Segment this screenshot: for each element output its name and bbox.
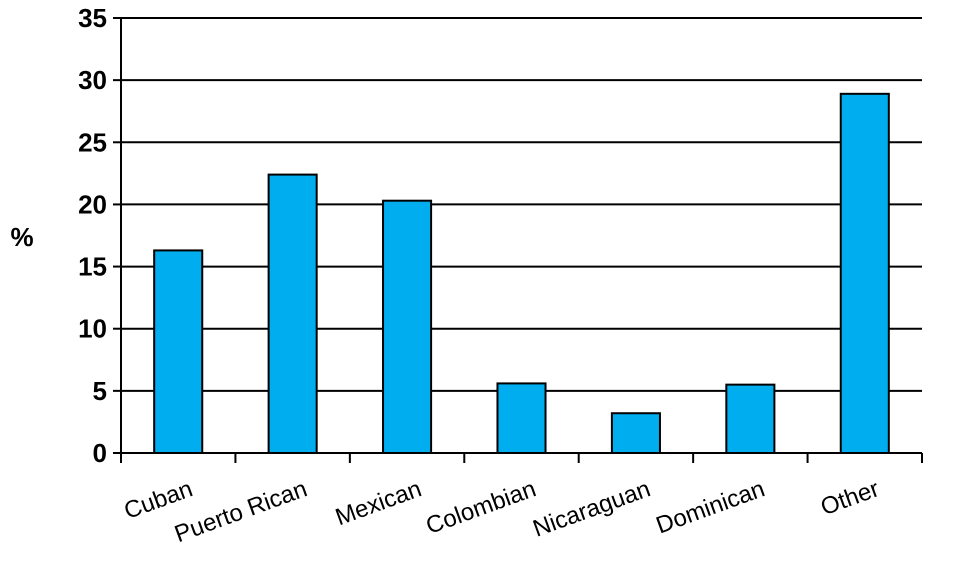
x-tick-label: Other — [817, 475, 883, 521]
y-tick-label: 0 — [93, 438, 107, 468]
bar-colombian — [496, 382, 547, 454]
x-tick-label: Dominican — [653, 475, 769, 539]
bar-puerto-rican — [267, 173, 318, 454]
y-tick-label: 15 — [78, 252, 107, 282]
y-tick-label: 5 — [93, 376, 107, 406]
y-tick-labels: 0 5 10 15 20 25 30 35 — [78, 3, 107, 468]
y-tick-label: 30 — [78, 65, 107, 95]
y-tick-label: 20 — [78, 189, 107, 219]
y-axis-label: % — [10, 222, 33, 252]
x-tick-label: Puerto Rican — [171, 475, 311, 548]
bar-nicaraguan — [610, 412, 661, 455]
gridlines — [121, 17, 922, 392]
bar-dominican — [725, 383, 776, 454]
y-tick-label: 35 — [78, 3, 107, 33]
bar-cuban — [153, 249, 204, 454]
bar-mexican — [382, 199, 433, 454]
bar-other — [839, 92, 890, 454]
y-tick-label: 25 — [78, 127, 107, 157]
axes — [113, 17, 923, 463]
x-tick-label: Nicaraguan — [529, 475, 654, 542]
y-tick-label: 10 — [78, 314, 107, 344]
x-tick-label: Mexican — [332, 475, 425, 531]
x-tick-label: Colombian — [423, 475, 540, 540]
bars — [153, 92, 890, 455]
